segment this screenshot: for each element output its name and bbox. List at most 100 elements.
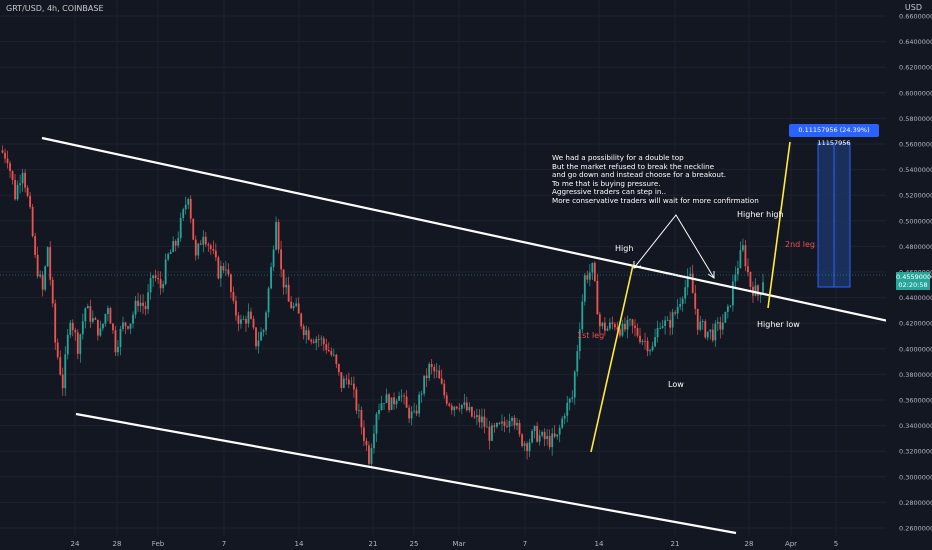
candle-body	[265, 312, 267, 331]
candlestick-series	[1, 145, 764, 468]
countdown-timer: 02:20:58	[898, 281, 928, 289]
candle-body	[458, 408, 461, 410]
candle-body	[19, 183, 21, 185]
y-tick-label: 0.52000000	[899, 192, 932, 200]
candle-body	[513, 417, 516, 426]
candle-body	[523, 443, 526, 446]
candle-body	[593, 262, 596, 281]
candle-body	[465, 402, 468, 411]
candle-body	[59, 357, 62, 375]
channel-lower-line	[75, 412, 737, 535]
candle-body	[139, 302, 142, 306]
candle-body	[69, 322, 72, 335]
candle-body	[734, 274, 737, 282]
second-leg-line	[767, 141, 791, 309]
candle-body	[204, 236, 207, 245]
candle-body	[26, 187, 29, 196]
candle-body	[714, 323, 717, 341]
candle-body	[332, 354, 335, 356]
candle-body	[342, 378, 345, 388]
candle-body	[611, 322, 614, 325]
candle-body	[189, 199, 192, 219]
analysis-notes: We had a possibility for a double top Bu…	[552, 153, 759, 206]
candle-body	[641, 340, 644, 343]
note-line: and go down and instead choose for a bre…	[552, 170, 727, 180]
candle-body	[29, 195, 32, 207]
candle-body	[742, 245, 744, 251]
candle-body	[588, 272, 591, 280]
x-tick-label: 21	[369, 540, 378, 548]
candle-body	[285, 284, 288, 288]
candle-body	[350, 383, 353, 385]
candle-body	[601, 322, 604, 327]
time-axis[interactable]: 24 28 Feb 7 14 21 25 Mar 7 14 21 28 Apr 5	[71, 540, 839, 548]
candle-body	[6, 158, 9, 164]
candle-body	[129, 323, 132, 329]
candle-body	[671, 312, 674, 328]
candle-body	[470, 406, 473, 417]
y-tick-label: 0.56000000	[899, 141, 932, 149]
candle-body	[425, 375, 428, 379]
candle-body	[739, 250, 742, 268]
x-tick-label: Apr	[785, 540, 797, 548]
candle-body	[686, 275, 689, 288]
candle-body	[137, 300, 139, 306]
candle-body	[491, 425, 493, 441]
candle-body	[365, 440, 368, 446]
candle-body	[358, 409, 360, 411]
candle-body	[99, 328, 102, 336]
candle-body	[716, 322, 719, 324]
note-line: To me that is buying pressure.	[552, 178, 661, 188]
candle-body	[626, 319, 629, 330]
y-tick-label: 0.36000000	[899, 397, 932, 405]
candle-body	[119, 328, 122, 347]
candle-body	[644, 340, 646, 342]
candle-body	[368, 445, 370, 464]
candle-body	[340, 372, 343, 388]
candle-body	[355, 389, 358, 411]
candle-body	[157, 277, 160, 280]
candle-body	[245, 318, 247, 324]
candle-body	[325, 344, 328, 350]
candle-body	[51, 279, 54, 304]
candle-body	[528, 442, 531, 452]
candle-body	[503, 421, 506, 427]
candle-body	[242, 318, 245, 320]
candle-body	[450, 405, 453, 411]
candle-body	[674, 312, 677, 314]
x-tick-label: 14	[295, 540, 304, 548]
candle-body	[380, 403, 383, 410]
candle-body	[533, 426, 536, 431]
candle-body	[616, 327, 619, 330]
candle-body	[747, 266, 749, 273]
candle-body	[295, 303, 298, 306]
candle-body	[375, 414, 378, 434]
candle-body	[639, 335, 641, 343]
candle-body	[224, 269, 227, 271]
candle-body	[566, 402, 569, 416]
candle-body	[400, 395, 403, 397]
candle-body	[280, 249, 283, 270]
candle-body	[508, 420, 511, 427]
x-tick-label: Feb	[152, 540, 165, 548]
candle-body	[536, 426, 539, 442]
candle-body	[184, 204, 187, 210]
candle-body	[576, 351, 579, 372]
candle-body	[282, 269, 285, 288]
candle-body	[169, 251, 172, 254]
candle-body	[656, 328, 659, 338]
second-leg-label: 2nd leg	[785, 240, 816, 249]
last-price-badge: 0.45590000 02:20:58	[896, 272, 932, 290]
y-tick-label: 0.58000000	[899, 115, 932, 123]
candle-body	[408, 407, 411, 419]
y-tick-label: 0.30000000	[899, 473, 932, 481]
y-tick-label: 0.34000000	[899, 422, 932, 430]
candle-body	[337, 364, 340, 373]
candle-body	[603, 322, 606, 331]
candle-body	[172, 241, 175, 252]
candle-body	[415, 410, 418, 414]
arrow-head-right	[707, 271, 715, 279]
candle-body	[159, 279, 162, 289]
candle-body	[445, 395, 448, 404]
